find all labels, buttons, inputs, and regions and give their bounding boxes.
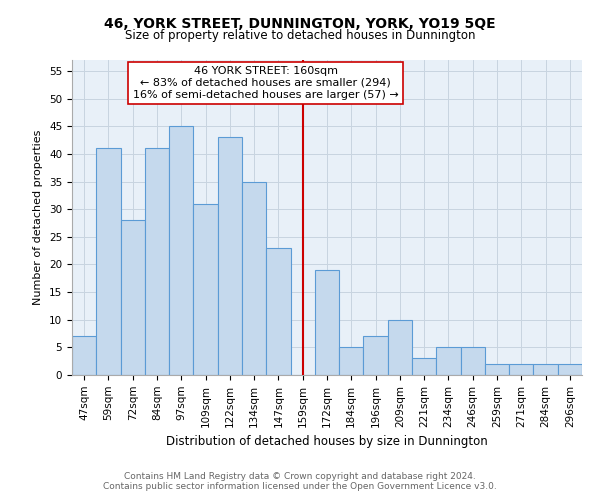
Bar [96,148,121,375]
X-axis label: Distribution of detached houses by size in Dunnington: Distribution of detached houses by size … [166,435,488,448]
Text: Contains public sector information licensed under the Open Government Licence v3: Contains public sector information licen… [103,482,497,491]
Text: 46 YORK STREET: 160sqm
← 83% of detached houses are smaller (294)
16% of semi-de: 46 YORK STREET: 160sqm ← 83% of detached… [133,66,398,100]
Bar [72,336,96,375]
Bar [388,320,412,375]
Bar [242,182,266,375]
Bar [461,348,485,375]
Bar [121,220,145,375]
Bar [436,348,461,375]
Bar [145,148,169,375]
Y-axis label: Number of detached properties: Number of detached properties [34,130,43,305]
Bar [364,336,388,375]
Bar [169,126,193,375]
Bar [485,364,509,375]
Bar [558,364,582,375]
Bar [339,348,364,375]
Bar [266,248,290,375]
Text: Contains HM Land Registry data © Crown copyright and database right 2024.: Contains HM Land Registry data © Crown c… [124,472,476,481]
Bar [509,364,533,375]
Bar [533,364,558,375]
Bar [412,358,436,375]
Bar [315,270,339,375]
Text: 46, YORK STREET, DUNNINGTON, YORK, YO19 5QE: 46, YORK STREET, DUNNINGTON, YORK, YO19 … [104,18,496,32]
Bar [218,138,242,375]
Text: Size of property relative to detached houses in Dunnington: Size of property relative to detached ho… [125,28,475,42]
Bar [193,204,218,375]
